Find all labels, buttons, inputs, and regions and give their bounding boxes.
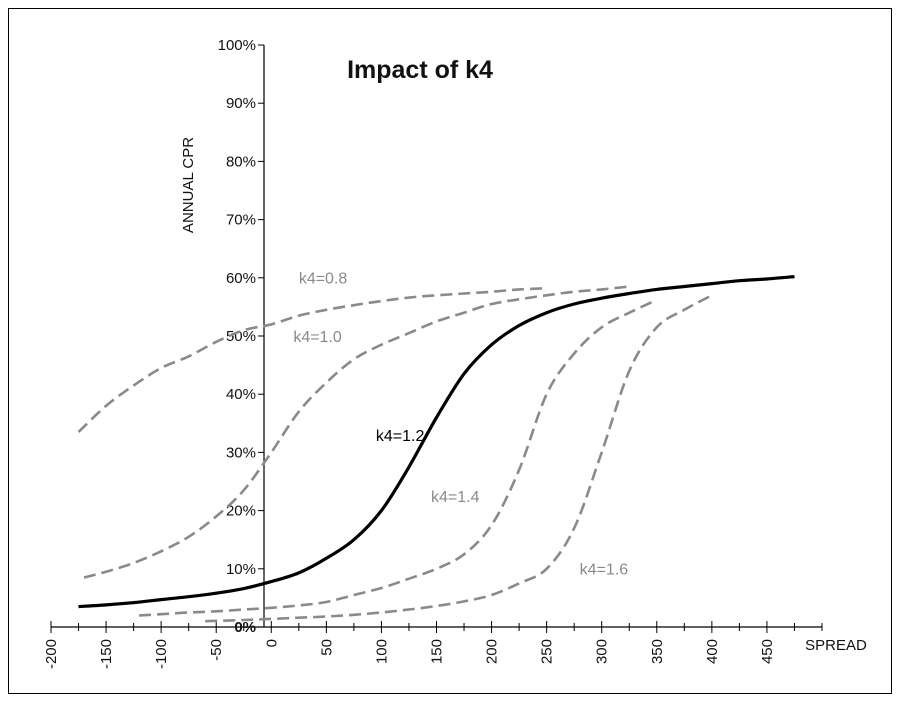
y-tick-label: 50% [226,328,256,345]
series-label: k4=1.4 [431,489,480,506]
x-tick-label: -100 [153,639,170,669]
y-tick-label: 40% [226,386,256,403]
x-tick-label: -50 [208,639,225,661]
x-tick-label: -200 [43,639,60,669]
y-tick-label: 0% [234,619,256,636]
y-tick-label: 70% [226,212,256,229]
x-tick-label: 350 [649,639,666,664]
series-layer [77,275,795,623]
chart-frame [8,8,892,694]
y-tick-label: 30% [226,444,256,461]
x-tick-label: -150 [98,639,115,669]
series-label: k4=1.6 [580,562,629,579]
labels-layer: k4=0.8 k4=1.0 k4=1.2 k4=1.4 k4=1.6 [293,271,628,579]
x-tick-label: 400 [704,639,721,664]
x-tick-label: 300 [594,639,611,664]
x-tick-label: 100 [373,639,390,664]
y-tick-label: 10% [226,561,256,578]
series-line-k4-0-8 [77,287,547,433]
y-axis-label: ANNUAL CPR [180,137,197,233]
chart-title: Impact of k4 [347,56,493,84]
x-tick-label: 450 [759,639,776,664]
y-tick-label: 60% [226,270,256,287]
y-tick-label: 80% [226,153,256,170]
x-axis-label: SPREAD [805,637,867,654]
series-line-k4-1-6 [205,294,713,623]
x-tick-label: 200 [484,639,501,664]
series-line-k4-1-0 [83,285,630,579]
series-label: k4=1.2 [376,428,425,445]
y-tick-label: 100% [218,37,256,54]
x-tick-label: 250 [539,639,556,664]
y-tick-label: 90% [226,95,256,112]
series-line-k4-1-4 [139,298,658,617]
series-label: k4=1.0 [293,329,342,346]
axes: -200 -150 -100 -50 0 50 100 150 200 250 300 350 400 4… [43,37,823,669]
series-line-k4-1-2 [78,275,795,609]
x-tick-label: 50 [318,639,335,656]
y-tick-label: 20% [226,503,256,520]
series-label: k4=0.8 [299,271,348,288]
x-tick-label: 0 [263,639,280,647]
x-tick-label: 150 [429,639,446,664]
